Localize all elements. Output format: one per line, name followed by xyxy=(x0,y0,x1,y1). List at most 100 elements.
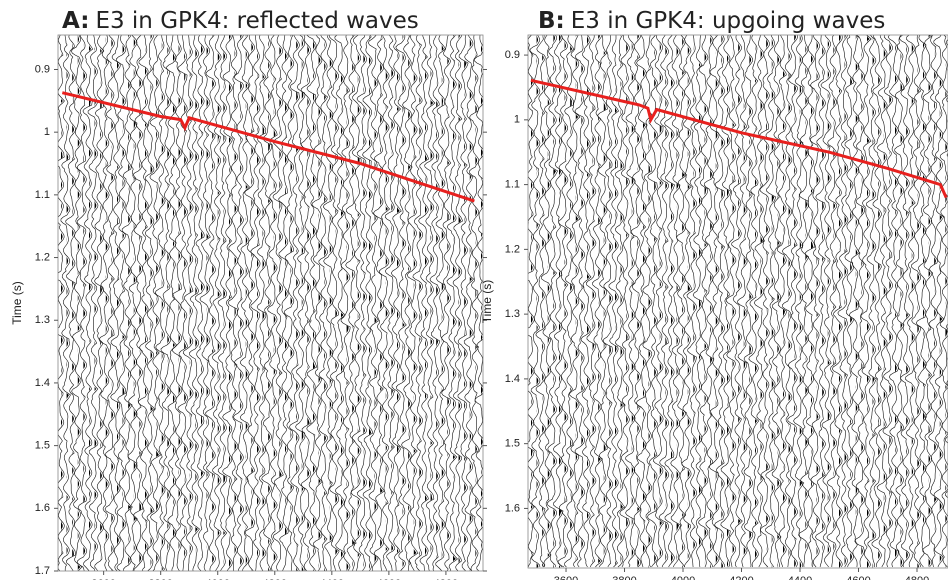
wiggle xyxy=(820,35,832,568)
wiggle xyxy=(720,35,731,568)
wiggle xyxy=(367,35,379,571)
wiggle xyxy=(781,35,793,568)
wiggle-fill xyxy=(855,35,858,568)
wiggle xyxy=(340,35,351,571)
y-tick-label: 1.5 xyxy=(505,438,520,450)
wiggle xyxy=(865,35,877,567)
wiggle xyxy=(933,35,945,568)
wiggle-fill xyxy=(822,35,824,568)
wiggle xyxy=(283,35,295,571)
wiggle xyxy=(278,35,289,571)
wiggle xyxy=(915,35,927,568)
wiggle xyxy=(848,35,860,568)
wiggle xyxy=(256,35,267,571)
wiggle-fill xyxy=(631,35,634,568)
wiggle-fill xyxy=(934,35,937,568)
wiggle-fill xyxy=(570,35,573,568)
wiggle xyxy=(306,35,318,571)
wiggle-fill xyxy=(682,35,686,568)
wiggle xyxy=(535,35,546,568)
wiggle-fill xyxy=(105,35,108,571)
wiggle xyxy=(658,35,670,568)
wiggle-fill xyxy=(928,35,932,568)
wiggle xyxy=(195,35,206,571)
wiggle-fill xyxy=(240,35,242,571)
wiggle-fill xyxy=(469,35,472,571)
wiggle-fill xyxy=(189,35,192,571)
wiggle xyxy=(441,35,452,571)
wiggle xyxy=(334,35,346,571)
wiggle xyxy=(882,35,894,568)
wiggle-fill xyxy=(833,35,836,568)
y-tick-label: 0.9 xyxy=(505,49,520,61)
wiggle xyxy=(765,35,777,568)
panel-label: A: xyxy=(62,8,89,34)
wiggle-fill xyxy=(397,35,400,571)
wiggle xyxy=(771,35,782,568)
wiggle-fill xyxy=(341,35,344,571)
wiggle-fill xyxy=(900,35,903,568)
wiggle xyxy=(540,35,552,568)
wiggle xyxy=(887,35,899,568)
wiggle-fill xyxy=(346,35,349,571)
wiggle xyxy=(182,35,194,571)
wiggle xyxy=(395,35,407,571)
wiggle-fill xyxy=(301,35,304,571)
wiggle-fill xyxy=(195,35,198,571)
wiggle xyxy=(188,35,200,571)
wiggle xyxy=(115,35,127,571)
wiggle xyxy=(737,35,748,568)
wiggle xyxy=(602,35,614,568)
title-text: E3 in GPK4: reflected waves xyxy=(95,8,418,34)
wiggle-fill xyxy=(609,35,612,568)
wiggle xyxy=(82,35,94,571)
wiggle xyxy=(899,35,911,568)
wiggle-fill xyxy=(743,35,746,568)
wiggle xyxy=(250,35,261,571)
wiggle-traces xyxy=(528,35,948,568)
wiggle xyxy=(429,35,441,571)
y-tick-label: 1.3 xyxy=(505,308,520,320)
wiggle xyxy=(904,35,916,568)
panel-label: B: xyxy=(538,8,565,34)
wiggle xyxy=(76,35,88,571)
wiggle xyxy=(557,35,569,568)
wiggle-fill xyxy=(402,35,405,571)
wiggle-fill xyxy=(727,35,729,568)
wiggle-fill xyxy=(598,35,601,568)
wiggle xyxy=(98,35,110,571)
wiggle xyxy=(826,35,838,568)
wiggle xyxy=(635,35,648,568)
y-tick-label: 1.6 xyxy=(505,502,520,514)
wiggle xyxy=(569,35,581,568)
wiggle-fill xyxy=(391,35,394,571)
wiggle xyxy=(759,35,770,568)
wiggle xyxy=(647,35,658,568)
wiggle xyxy=(469,35,480,571)
wiggle-fill xyxy=(133,35,136,571)
wiggle xyxy=(87,35,99,571)
panel-title: A: E3 in GPK4: reflected waves xyxy=(62,8,419,34)
wiggle-fill xyxy=(536,35,539,568)
wiggle xyxy=(552,35,564,568)
wiggle-fill xyxy=(872,35,875,568)
wiggle xyxy=(871,35,882,567)
title-text: E3 in GPK4: upgoing waves xyxy=(571,8,886,34)
wiggle-fill xyxy=(430,35,434,571)
wiggle-fill xyxy=(313,35,316,571)
y-tick-label: 1 xyxy=(514,114,520,126)
wiggle xyxy=(748,35,760,568)
wiggle xyxy=(625,35,636,568)
wiggle xyxy=(65,35,76,571)
wiggle xyxy=(160,35,172,571)
wiggle-fill xyxy=(799,35,803,568)
wiggle-fill xyxy=(436,35,439,571)
wiggle xyxy=(356,35,368,571)
wiggle-fill xyxy=(251,35,254,571)
wiggle xyxy=(132,35,144,571)
wiggle xyxy=(670,35,681,568)
wiggle xyxy=(911,35,922,568)
wiggle xyxy=(528,35,535,568)
wiggle-fill xyxy=(234,35,237,571)
